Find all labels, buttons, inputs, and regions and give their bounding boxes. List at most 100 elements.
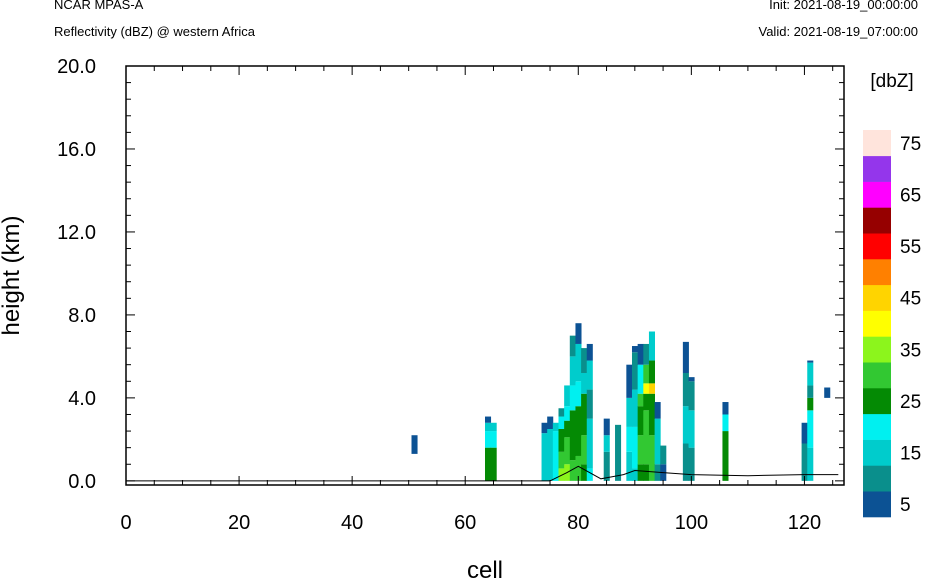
x-tick-label: 120 [788,512,821,534]
reflectivity-cell [603,435,610,452]
colorbar-title: [dbZ] [870,71,913,92]
reflectivity-cell [688,377,695,382]
init-time: Init: 2021-08-19_00:00:00 [769,0,918,12]
reflectivity-cell [490,447,497,481]
y-tick-label: 4.0 [68,388,96,410]
reflectivity-cell [569,385,576,411]
reflectivity-cell [807,447,814,481]
reflectivity-cell [547,416,554,429]
reflectivity-cell [643,364,650,384]
terrain-outline [126,465,839,482]
reflectivity-cell [586,343,593,361]
colorbar [863,130,891,518]
reflectivity-cell [807,385,814,398]
x-tick-label: 20 [228,512,250,534]
reflectivity-cell [603,451,610,481]
terrain-line [126,465,839,482]
reflectivity-cell [615,424,622,481]
reflectivity-cell [564,385,571,407]
reflectivity-cell [552,431,559,481]
x-tick-label: 100 [675,512,708,534]
reflectivity-cell [637,364,644,394]
reflectivity-cell [807,397,814,411]
axis-ticks [125,65,844,485]
reflectivity-cell [581,464,588,481]
reflectivity-cell [586,418,593,469]
reflectivity-cell [801,422,808,444]
y-tick-label: 8.0 [68,305,96,327]
valid-time: Valid: 2021-08-19_07:00:00 [758,24,919,39]
reflectivity-cell [637,406,644,436]
x-tick-label: 80 [567,512,589,534]
colorbar-swatch [863,130,891,157]
reflectivity-cell [626,451,633,481]
reflectivity-cell [490,431,497,448]
x-tick-label: 0 [120,512,131,534]
y-tick-label: 16.0 [57,139,96,161]
reflectivity-cell [648,393,655,436]
reflectivity-cell [564,406,571,421]
reflectivity-cell [581,435,588,465]
reflectivity-cell [631,426,639,469]
colorbar-label: 65 [900,186,921,207]
plot-subtitle: Reflectivity (dBZ) @ western Africa [54,24,256,39]
reflectivity-cell [637,343,644,365]
x-tick-labels: 0 20 40 60 80 100 120 [120,512,821,534]
reflectivity-cell [688,381,695,411]
colorbar-label: 55 [900,237,921,258]
reflectivity-cell [626,397,633,427]
colorbar-swatch [863,233,891,260]
colorbar-label: 25 [900,392,921,413]
colorbar-swatch [863,310,891,337]
reflectivity-cell [807,410,814,448]
x-axis-label: cell [467,557,503,580]
colorbar-swatch [863,259,891,286]
y-tick-label: 0.0 [68,471,96,493]
reflectivity-cell [558,408,565,417]
reflectivity-cell [631,468,639,481]
reflectivity-cell [637,435,644,465]
reflectivity-cell [631,389,639,427]
colorbar-swatch [863,181,891,208]
reflectivity-cell [660,445,667,465]
reflectivity-cell [541,433,548,481]
y-axis-label: height (km) [0,215,25,335]
colorbar-label: 45 [900,289,921,310]
colorbar-swatch [863,491,891,518]
reflectivity-cell [581,348,588,373]
colorbar-swatch [863,413,891,440]
colorbar-swatch [863,207,891,234]
colorbar-swatch [863,336,891,363]
reflectivity-cell [626,426,633,452]
x-tick-label: 60 [454,512,476,534]
reflectivity-cell [586,360,593,390]
colorbar-swatch [863,284,891,311]
reflectivity-cell [558,429,565,452]
colorbar-swatch [863,439,891,466]
x-tick-label: 40 [341,512,363,534]
reflectivity-cell [637,464,644,481]
reflectivity-cell [682,372,689,407]
reflectivity-cell [485,447,492,481]
reflectivity-cell [586,389,593,419]
reflectivity-cell [648,360,655,384]
reflectivity-cell [688,410,695,448]
reflectivity-cell [586,468,593,481]
reflectivity-cell [564,437,571,465]
reflectivity-cell [631,346,639,353]
reflectivity-cell [824,387,831,398]
y-tick-labels: 0.0 4.0 8.0 12.0 16.0 20.0 [57,56,96,493]
reflectivity-cell [801,443,808,481]
reflectivity-cell [682,406,689,444]
y-tick-label: 12.0 [57,222,96,244]
reflectivity-cell [648,331,655,361]
colorbar-label: 75 [900,134,921,155]
reflectivity-cell [648,435,655,481]
reflectivity-cell [575,455,582,481]
reflectivity-cell [558,416,565,429]
reflectivity-cell [575,406,582,456]
reflectivity-cell [682,443,689,481]
reflectivity-cell [490,422,497,432]
reflectivity-cell [569,335,576,357]
reflectivity-cell [722,431,729,481]
